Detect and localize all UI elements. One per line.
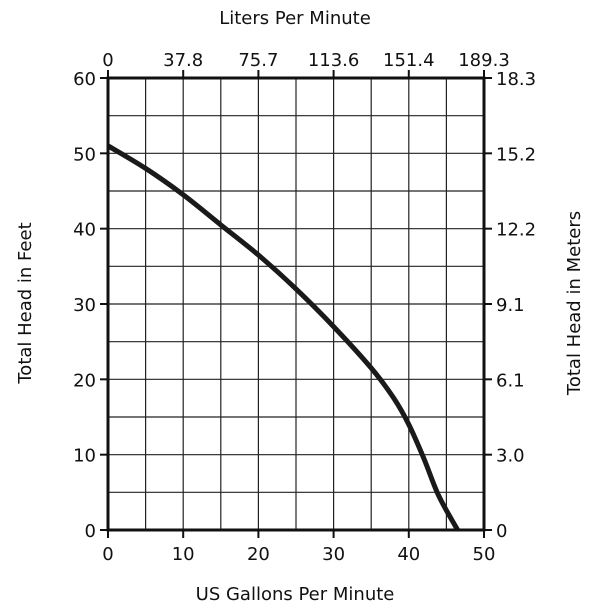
y-tick-label: 0: [85, 521, 96, 542]
tick-labels: 0 10 20 30 40 500 37.8 75.7 113.6 151.4 189.301020…: [73, 50, 536, 565]
x-axis-title: US Gallons Per Minute: [196, 584, 395, 605]
x2-tick-label: 0: [102, 50, 113, 71]
y-tick-label: 40: [73, 220, 96, 241]
x2-tick-label: 151.4: [383, 50, 435, 71]
x2-tick-label: 189.3: [458, 50, 510, 71]
y-tick-label: 20: [73, 370, 96, 391]
x2-axis-title: Liters Per Minute: [219, 8, 371, 29]
y2-tick-label: 0: [496, 521, 507, 542]
grid: [108, 78, 484, 530]
x-tick-label: 40: [397, 544, 420, 565]
y2-tick-label: 18.3: [496, 69, 536, 90]
x2-tick-label: 37.8: [163, 50, 203, 71]
x-tick-label: 10: [172, 544, 195, 565]
x-tick-label: 20: [247, 544, 270, 565]
y2-tick-label: 3.0: [496, 446, 525, 467]
y2-tick-label: 15.2: [496, 144, 536, 165]
y-tick-label: 30: [73, 295, 96, 316]
y-axis-title: Total Head in Feet: [15, 222, 36, 384]
x-tick-label: 0: [102, 544, 113, 565]
x-tick-label: 30: [322, 544, 345, 565]
y-tick-label: 60: [73, 69, 96, 90]
performance-curve-layer: [106, 143, 460, 532]
x-tick-label: 50: [473, 544, 496, 565]
x2-tick-label: 113.6: [308, 50, 360, 71]
y2-tick-label: 9.1: [496, 295, 525, 316]
performance-curve: [106, 143, 460, 532]
y2-axis-title: Total Head in Meters: [564, 211, 585, 396]
y-tick-label: 50: [73, 144, 96, 165]
y2-tick-label: 6.1: [496, 370, 525, 391]
tick-marks: [100, 70, 492, 538]
x2-tick-label: 75.7: [238, 50, 278, 71]
y2-tick-label: 12.2: [496, 220, 536, 241]
y-tick-label: 10: [73, 446, 96, 467]
